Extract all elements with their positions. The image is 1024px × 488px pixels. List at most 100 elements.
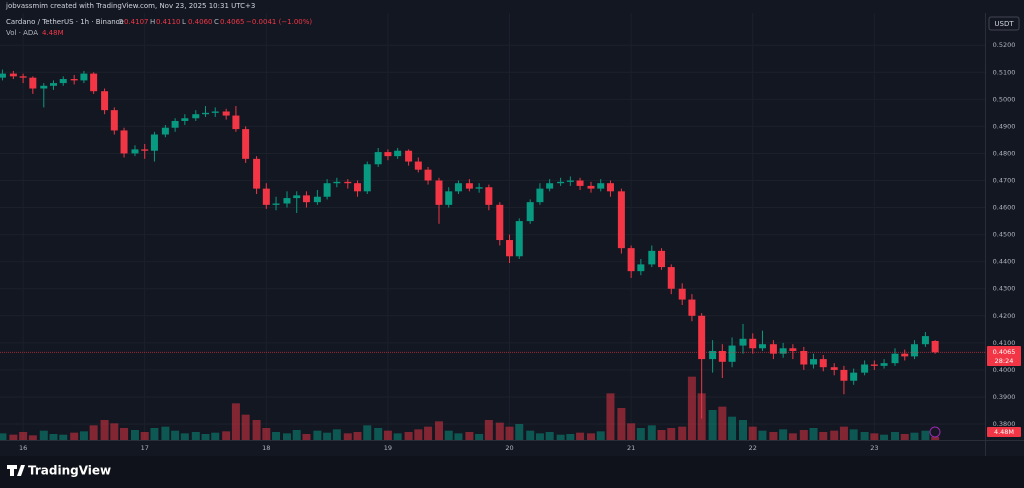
y-tick-label: 0.4800 [993, 149, 1016, 157]
countdown: 28:24 [995, 357, 1014, 365]
volume-bar [484, 420, 493, 440]
volume-bar [0, 433, 7, 440]
volume-bar [678, 426, 687, 440]
brand-logo [7, 465, 25, 476]
y-tick-label: 0.3800 [993, 420, 1016, 428]
candle-body [333, 181, 341, 184]
candle-body [0, 73, 6, 78]
volume-bar [708, 410, 717, 440]
volume-bar [222, 431, 231, 440]
currency-box[interactable] [988, 16, 1020, 31]
candle-body [70, 79, 78, 81]
candle-body [728, 345, 736, 362]
candle-body [840, 369, 848, 381]
candle-body [120, 130, 128, 154]
candle-body [242, 129, 250, 159]
candle-body [891, 353, 899, 364]
header-title: jobvassmim created with TradingView.com,… [5, 2, 255, 10]
candle-body [678, 288, 686, 300]
volume-bar [272, 432, 281, 440]
volume-bar [383, 430, 392, 440]
candle-body [141, 149, 149, 151]
volume-bar [120, 428, 129, 440]
volume-bar [788, 433, 797, 440]
volume-bar [363, 425, 372, 440]
volume-bar [414, 429, 423, 440]
volume-bar [241, 414, 250, 440]
candle-body [435, 180, 443, 205]
volume-bar [617, 408, 626, 440]
volume-bar [515, 424, 524, 440]
candle-body [232, 115, 240, 130]
legend-symbol: Cardano / TetherUS · 1h · Binance [6, 18, 124, 26]
volume-bar [657, 430, 666, 440]
volume-bar [758, 430, 767, 440]
volume-bar [39, 430, 48, 440]
y-tick-label: 0.4400 [993, 258, 1016, 266]
candle-body [901, 353, 909, 357]
last-volume: 4.48M [994, 428, 1014, 436]
candle-body [819, 359, 827, 368]
candle-body [19, 76, 27, 78]
candle-body [344, 181, 352, 184]
candle-body [59, 79, 67, 84]
legend-ohlc-label: L [182, 18, 186, 26]
volume-bar [70, 432, 79, 440]
y-tick-label: 0.5100 [993, 68, 1016, 76]
volume-bar [424, 426, 433, 440]
volume-bar [262, 428, 271, 440]
candle-body [749, 338, 757, 349]
volume-bar [180, 433, 189, 440]
candle-body [101, 91, 109, 111]
volume-bar [495, 422, 504, 440]
volume-bar [444, 430, 453, 440]
candle-body [131, 149, 139, 154]
candle-body [171, 120, 179, 128]
candle-body [384, 152, 392, 157]
legend-ohlc-value: 0.4060 [188, 18, 213, 26]
candle-body [9, 73, 17, 77]
volume-bar [79, 431, 88, 440]
candle-body [627, 248, 635, 272]
legend-change: −0.0041 (−1.00%) [246, 18, 312, 26]
candle-body [597, 183, 605, 189]
volume-bar [374, 428, 383, 440]
volume-bar [535, 433, 544, 440]
currency[interactable]: USDT [994, 20, 1014, 28]
volume-bar [454, 433, 463, 440]
candle-body [272, 203, 280, 205]
legend-ohlc-label: C [214, 18, 219, 26]
volume-bar [779, 429, 788, 440]
candle-body [536, 188, 544, 203]
volume-bar [323, 432, 332, 440]
volume-bar [292, 430, 301, 440]
candle-body [424, 169, 432, 181]
volume-bar [130, 430, 139, 440]
volume-bar [59, 434, 68, 440]
footer-bar [0, 456, 1024, 488]
volume-bar [89, 425, 98, 440]
volume-bar [171, 430, 180, 440]
candle-body [323, 183, 331, 197]
candle-body [576, 180, 584, 186]
candle-body [29, 77, 37, 89]
volume-bar [343, 433, 352, 440]
x-tick-label: 20 [505, 444, 513, 452]
volume-bar [900, 434, 909, 440]
candle-body [779, 348, 787, 354]
candle-body [830, 367, 838, 370]
candle-body [80, 73, 88, 81]
legend-ohlc-value: 0.4065 [220, 18, 245, 26]
volume-bar [849, 429, 858, 440]
volume-bar [9, 434, 18, 440]
y-tick-label: 0.3900 [993, 393, 1016, 401]
candle-body [566, 180, 574, 182]
y-tick-label: 0.4700 [993, 176, 1016, 184]
y-tick-label: 0.5000 [993, 95, 1016, 103]
candle-body [181, 118, 189, 121]
candle-body [667, 267, 675, 289]
x-tick-label: 18 [262, 444, 270, 452]
candle-body [810, 359, 818, 365]
event-icon[interactable] [929, 426, 941, 438]
volume-bar [404, 432, 413, 440]
